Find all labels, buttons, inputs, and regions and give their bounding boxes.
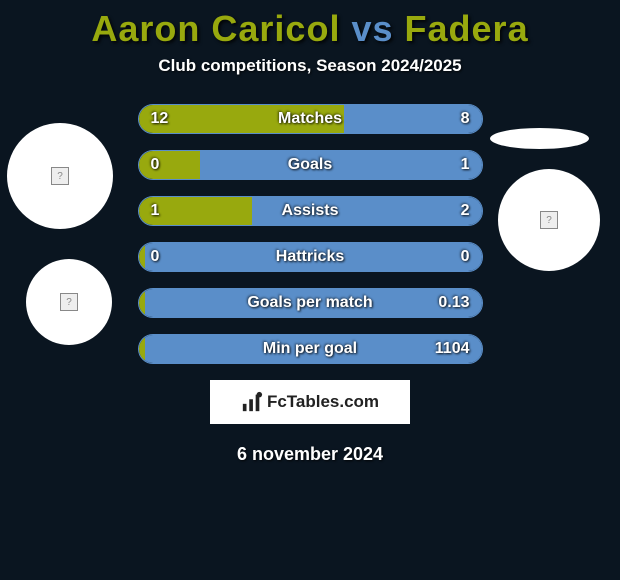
player1-name: Aaron Caricol <box>91 8 340 49</box>
stat-value-left: 12 <box>151 110 169 128</box>
stat-value-right: 1104 <box>435 340 470 358</box>
stat-fill-left <box>139 151 201 179</box>
stat-value-left: 0 <box>151 156 160 174</box>
stat-row: 1 Assists 2 <box>138 196 483 226</box>
player-avatar-circle: ? <box>498 169 600 271</box>
decorative-oval <box>490 128 589 149</box>
player-avatar-circle: ? <box>26 259 112 345</box>
player2-name: Fadera <box>405 8 529 49</box>
stat-row: Min per goal 1104 <box>138 334 483 364</box>
comparison-date: 6 november 2024 <box>0 444 620 465</box>
stat-value-left: 0 <box>151 248 160 266</box>
broken-image-icon: ? <box>540 211 558 229</box>
stat-row: 0 Goals 1 <box>138 150 483 180</box>
vs-text: vs <box>351 8 393 49</box>
stat-value-right: 1 <box>461 156 470 174</box>
player-avatar-circle: ? <box>7 123 113 229</box>
stat-row: Goals per match 0.13 <box>138 288 483 318</box>
stat-value-right: 8 <box>461 110 470 128</box>
stat-label: Min per goal <box>263 340 357 358</box>
stat-label: Hattricks <box>276 248 344 266</box>
stat-fill-left <box>139 335 146 363</box>
stat-fill-left <box>139 289 146 317</box>
stat-row: 12 Matches 8 <box>138 104 483 134</box>
broken-image-icon: ? <box>51 167 69 185</box>
fctables-logo-icon <box>241 391 263 413</box>
comparison-title: Aaron Caricol vs Fadera <box>0 0 620 50</box>
subtitle: Club competitions, Season 2024/2025 <box>0 56 620 76</box>
stat-label: Goals <box>288 156 332 174</box>
stat-label: Goals per match <box>247 294 372 312</box>
stat-value-left: 1 <box>151 202 160 220</box>
stat-row: 0 Hattricks 0 <box>138 242 483 272</box>
fctables-badge: FcTables.com <box>210 380 410 424</box>
stat-label: Matches <box>278 110 342 128</box>
stat-value-right: 0 <box>461 248 470 266</box>
stat-fill-right <box>200 151 481 179</box>
stat-fill-left <box>139 243 146 271</box>
stats-container: 12 Matches 8 0 Goals 1 1 Assists 2 0 Hattricks 0 Goa… <box>138 104 483 364</box>
stat-label: Assists <box>282 202 339 220</box>
fctables-label: FcTables.com <box>267 392 379 412</box>
broken-image-icon: ? <box>60 293 78 311</box>
stat-value-right: 2 <box>461 202 470 220</box>
stat-value-right: 0.13 <box>438 294 469 312</box>
